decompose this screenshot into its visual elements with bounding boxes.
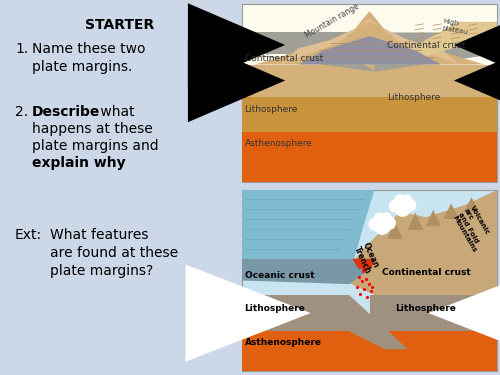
Text: happens at these: happens at these bbox=[32, 122, 153, 136]
Polygon shape bbox=[298, 36, 441, 64]
Text: 1.: 1. bbox=[15, 42, 28, 56]
Polygon shape bbox=[255, 11, 484, 64]
Circle shape bbox=[402, 195, 411, 205]
Text: Lithosphere: Lithosphere bbox=[388, 93, 440, 102]
Text: 2.: 2. bbox=[15, 105, 28, 119]
Polygon shape bbox=[352, 259, 376, 269]
Text: Continental crust: Continental crust bbox=[388, 41, 466, 50]
Text: plate margins and: plate margins and bbox=[32, 139, 158, 153]
Polygon shape bbox=[364, 64, 497, 96]
Text: Continental crust: Continental crust bbox=[382, 268, 471, 277]
Circle shape bbox=[394, 195, 404, 205]
Circle shape bbox=[404, 199, 415, 211]
Circle shape bbox=[390, 200, 402, 212]
Text: Continental crust: Continental crust bbox=[244, 54, 323, 63]
Text: Ext:: Ext: bbox=[15, 228, 42, 242]
Text: .: . bbox=[118, 156, 122, 170]
Polygon shape bbox=[374, 33, 497, 72]
Circle shape bbox=[374, 218, 390, 234]
Text: Lithosphere: Lithosphere bbox=[395, 304, 456, 313]
Polygon shape bbox=[242, 4, 497, 182]
Polygon shape bbox=[242, 33, 364, 54]
Polygon shape bbox=[464, 197, 479, 212]
Text: Asthenosphere: Asthenosphere bbox=[244, 139, 312, 148]
Circle shape bbox=[369, 218, 382, 230]
Polygon shape bbox=[242, 72, 382, 96]
Text: Oceanic crust: Oceanic crust bbox=[244, 272, 314, 280]
Polygon shape bbox=[280, 18, 459, 64]
Polygon shape bbox=[242, 259, 370, 284]
Text: Lithosphere: Lithosphere bbox=[244, 105, 298, 114]
Polygon shape bbox=[344, 262, 497, 295]
Polygon shape bbox=[426, 210, 441, 226]
Polygon shape bbox=[408, 213, 423, 230]
Circle shape bbox=[384, 217, 395, 229]
Polygon shape bbox=[242, 295, 349, 331]
Text: Lithosphere: Lithosphere bbox=[244, 304, 306, 313]
Text: what: what bbox=[96, 105, 134, 119]
Polygon shape bbox=[362, 261, 368, 273]
Text: Volcanic
arc
and Fold
Mountains: Volcanic arc and Fold Mountains bbox=[451, 204, 495, 254]
Polygon shape bbox=[242, 190, 497, 371]
Text: Name these two
plate margins.: Name these two plate margins. bbox=[32, 42, 146, 74]
Polygon shape bbox=[242, 96, 497, 132]
Polygon shape bbox=[444, 204, 459, 219]
Text: Mountain range: Mountain range bbox=[303, 2, 360, 40]
Polygon shape bbox=[400, 22, 497, 64]
Polygon shape bbox=[370, 295, 497, 331]
Text: High
plateau: High plateau bbox=[441, 18, 469, 36]
Text: What features
are found at these
plate margins?: What features are found at these plate m… bbox=[50, 228, 178, 278]
Circle shape bbox=[382, 213, 391, 223]
Polygon shape bbox=[242, 54, 374, 72]
Polygon shape bbox=[242, 64, 374, 96]
Polygon shape bbox=[344, 190, 497, 266]
Polygon shape bbox=[242, 132, 497, 182]
Polygon shape bbox=[388, 221, 402, 239]
Polygon shape bbox=[242, 331, 497, 371]
Text: STARTER: STARTER bbox=[86, 18, 154, 32]
Circle shape bbox=[394, 200, 410, 216]
Text: explain why: explain why bbox=[32, 156, 126, 170]
Circle shape bbox=[374, 213, 384, 223]
Text: Asthenosphere: Asthenosphere bbox=[244, 338, 322, 347]
Polygon shape bbox=[349, 295, 408, 349]
Polygon shape bbox=[242, 190, 374, 259]
Text: Describe: Describe bbox=[32, 105, 100, 119]
Polygon shape bbox=[364, 33, 497, 64]
Text: Ocean
Trench: Ocean Trench bbox=[352, 241, 382, 275]
